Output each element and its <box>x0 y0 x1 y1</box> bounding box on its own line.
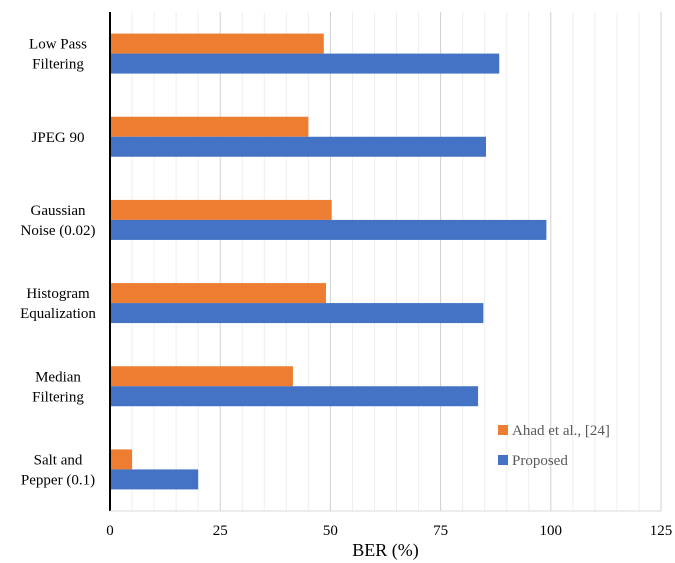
bar-ahad-2 <box>110 199 332 220</box>
category-label: Gaussian Noise (0.02) <box>21 203 96 239</box>
x-tick-labels: 0 25 50 75 100 125 <box>106 523 672 539</box>
grid <box>131 12 662 511</box>
legend-swatch <box>498 455 508 465</box>
category-labels: Low Pass Filtering JPEG 90 Gaussian Noise (0… <box>20 37 96 489</box>
bar-ahad-1 <box>110 116 309 137</box>
bar-proposed-4 <box>110 386 479 407</box>
category-label: Salt and Pepper (0.1) <box>21 452 95 488</box>
bar-ahad-0 <box>110 33 324 54</box>
x-tick-label: 100 <box>540 523 563 539</box>
bars <box>110 33 547 490</box>
category-label: Median Filtering <box>32 369 84 405</box>
bar-proposed-1 <box>110 136 487 157</box>
x-tick-label: 125 <box>650 523 673 539</box>
legend: Ahad et al., [24] Proposed <box>498 423 610 469</box>
x-axis-title: BER (%) <box>352 540 419 561</box>
category-label: JPEG 90 <box>32 130 85 146</box>
bar-proposed-2 <box>110 219 547 240</box>
x-tick-label: 50 <box>323 523 338 539</box>
bar-proposed-3 <box>110 303 484 324</box>
category-label: Histogram Equalization <box>20 286 96 322</box>
x-tick-label: 25 <box>213 523 228 539</box>
bar-ahad-4 <box>110 366 293 387</box>
bar-ahad-5 <box>110 449 133 470</box>
category-label: Low Pass Filtering <box>29 37 87 73</box>
bar-ahad-3 <box>110 283 326 304</box>
legend-swatch <box>498 425 508 435</box>
bar-proposed-0 <box>110 53 500 74</box>
legend-label: Proposed <box>512 453 568 469</box>
bar-proposed-5 <box>110 469 199 490</box>
x-tick-label: 75 <box>433 523 448 539</box>
x-tick-label: 0 <box>106 523 114 539</box>
legend-label: Ahad et al., [24] <box>512 423 610 439</box>
